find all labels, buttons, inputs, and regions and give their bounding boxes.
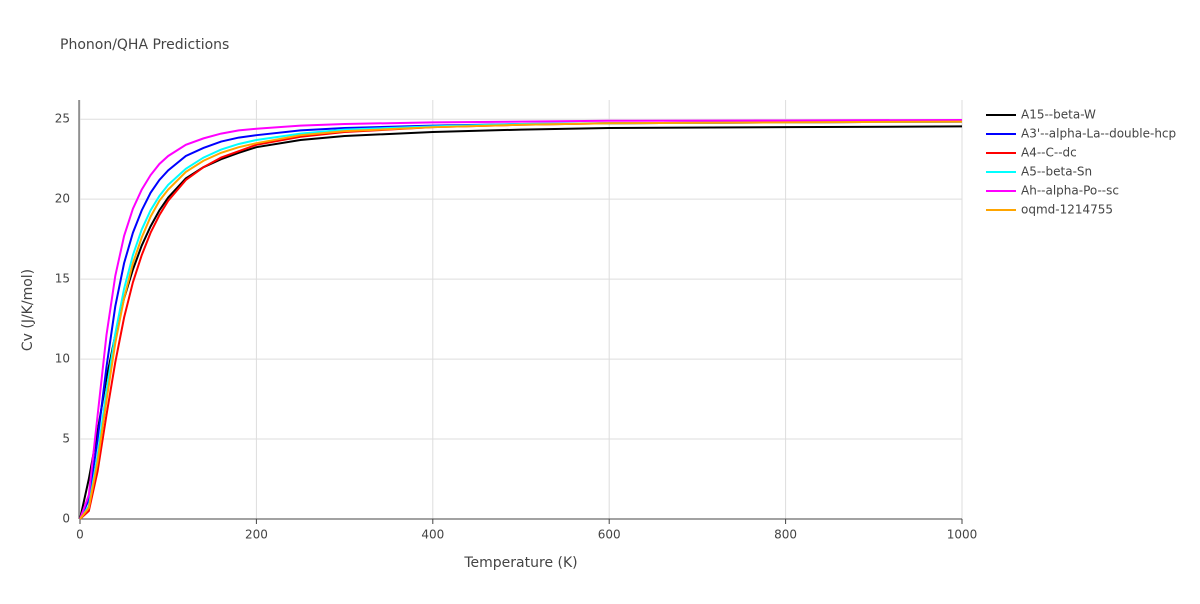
series-line — [79, 120, 963, 520]
x-tick-label: 800 — [774, 528, 797, 542]
y-tick-label: 5 — [62, 432, 70, 446]
legend-label: oqmd-1214755 — [1021, 203, 1113, 217]
legend-label: Ah--alpha-Po--sc — [1021, 184, 1119, 198]
y-tick-label: 20 — [55, 192, 70, 206]
series-line — [79, 120, 963, 520]
series-line — [79, 120, 963, 520]
legend-label: A15--beta-W — [1021, 108, 1096, 122]
chart-title: Phonon/QHA Predictions — [60, 37, 229, 53]
series-line — [79, 125, 963, 520]
legend-label: A4--C--dc — [1021, 146, 1077, 160]
y-tick-label: 0 — [62, 512, 70, 526]
series-line — [79, 120, 963, 520]
y-axis-label: Cv (J/K/mol) — [20, 269, 36, 351]
x-tick-label: 600 — [598, 528, 621, 542]
x-tick-label: 1000 — [947, 528, 978, 542]
legend-label: A5--beta-Sn — [1021, 165, 1092, 179]
x-tick-label: 0 — [76, 528, 84, 542]
x-axis-label: Temperature (K) — [463, 555, 577, 571]
legend-label: A3'--alpha-La--double-hcp — [1021, 127, 1176, 141]
series-line — [79, 118, 963, 520]
y-tick-label: 10 — [55, 352, 70, 366]
x-tick-label: 200 — [245, 528, 268, 542]
y-tick-label: 15 — [55, 272, 70, 286]
x-tick-label: 400 — [421, 528, 444, 542]
y-tick-label: 25 — [55, 112, 70, 126]
